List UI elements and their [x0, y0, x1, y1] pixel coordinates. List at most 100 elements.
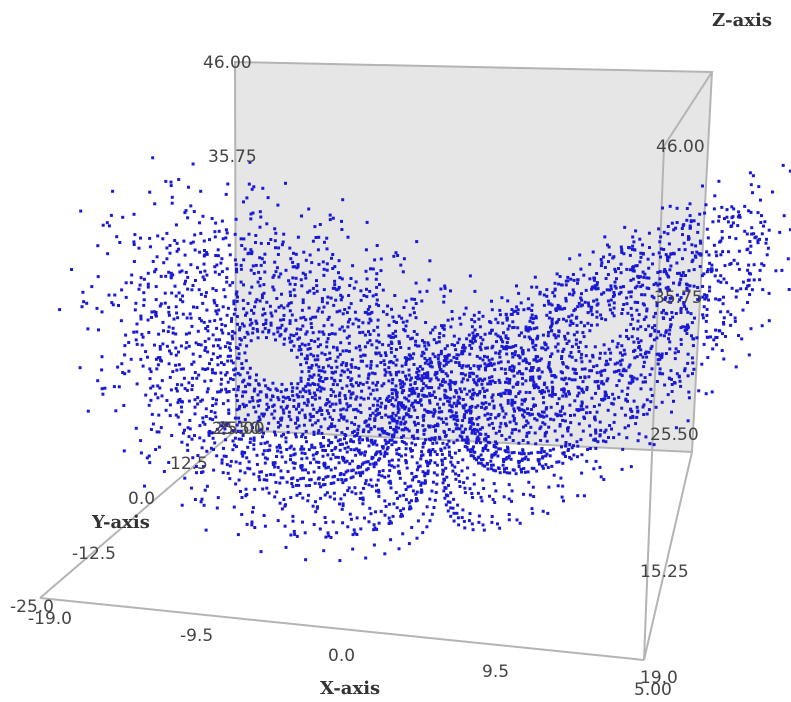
scatter-point: [423, 408, 427, 412]
z-tick-back-25: 25.50: [212, 419, 261, 439]
scatter-point: [190, 388, 194, 392]
scatter-point: [427, 437, 431, 441]
scatter-point: [410, 455, 414, 459]
scatter-point: [685, 207, 689, 210]
scatter-point: [307, 366, 311, 370]
scatter-point: [456, 461, 460, 464]
scatter-point: [251, 211, 255, 215]
scatter-point: [442, 359, 446, 363]
scatter-point: [416, 377, 420, 381]
scatter-point: [237, 356, 241, 360]
scatter-point: [411, 405, 415, 409]
scatter-point: [181, 431, 185, 435]
scatter-point: [476, 404, 480, 408]
scatter-point: [215, 326, 219, 330]
scatter-point: [301, 395, 305, 399]
scatter-point: [368, 312, 372, 316]
scatter-point: [106, 252, 110, 256]
scatter-point: [492, 468, 496, 472]
scatter-point: [236, 388, 240, 392]
scatter-point: [397, 453, 401, 457]
scatter-point: [692, 268, 696, 272]
scatter-point: [389, 415, 393, 419]
scatter-point: [671, 315, 675, 319]
scatter-point: [652, 315, 656, 319]
scatter-point: [531, 345, 535, 349]
scatter-point: [409, 376, 413, 380]
scatter-point: [696, 222, 700, 226]
scatter-point: [627, 365, 631, 369]
scatter-point: [444, 486, 448, 490]
scatter-point: [436, 423, 440, 427]
scatter-point: [475, 383, 479, 387]
scatter-point: [175, 368, 179, 372]
scatter-point: [437, 335, 441, 339]
scatter-point: [537, 368, 541, 371]
scatter-point: [591, 250, 595, 254]
scatter-point: [242, 324, 246, 328]
scatter-point: [577, 391, 581, 395]
scatter-point: [577, 386, 581, 390]
scatter-point: [705, 307, 709, 311]
scatter-point: [241, 390, 245, 394]
scatter-point: [245, 196, 249, 200]
scatter-point: [630, 380, 634, 384]
scatter-point: [365, 277, 369, 281]
scatter-point: [307, 377, 311, 381]
scatter-point: [438, 437, 442, 441]
scatter-point: [246, 445, 250, 449]
scatter-point: [276, 396, 280, 400]
scatter-point: [345, 384, 349, 388]
scatter-point: [260, 412, 264, 416]
scatter-point: [381, 469, 385, 473]
scatter-point: [321, 380, 325, 383]
scatter-point: [171, 273, 175, 277]
scatter-point: [406, 334, 410, 338]
scatter-point: [725, 281, 729, 285]
scatter-point: [687, 235, 690, 239]
scatter-point: [460, 424, 464, 428]
scatter-point: [411, 489, 415, 493]
scatter-point: [451, 506, 455, 510]
scatter-point: [715, 268, 718, 272]
scatter-point: [162, 470, 166, 473]
scatter-point: [79, 209, 83, 213]
scatter-point: [437, 386, 441, 390]
scatter-point: [563, 412, 567, 416]
scatter-point: [258, 256, 262, 260]
scatter-point: [443, 284, 447, 288]
scatter-point: [397, 340, 401, 344]
scatter-point: [708, 289, 711, 293]
scatter-point: [213, 230, 217, 234]
scatter-point: [328, 425, 332, 429]
scatter-point: [352, 440, 355, 444]
scatter-point: [330, 422, 334, 426]
scatter-point: [486, 440, 490, 444]
scatter-point: [696, 298, 700, 301]
scatter-point: [469, 425, 473, 429]
scatter-point: [285, 404, 289, 408]
scatter-point: [750, 288, 754, 292]
scatter-point: [373, 372, 377, 376]
scatter-point: [596, 384, 600, 388]
scatter-point: [437, 360, 441, 364]
scatter-point: [701, 316, 705, 320]
scatter-point: [300, 214, 303, 218]
scatter-point: [325, 377, 329, 380]
scatter-point: [379, 452, 383, 456]
scatter-point: [309, 317, 313, 321]
scatter-point: [469, 454, 473, 458]
scatter-point: [758, 237, 761, 241]
scatter-point: [686, 352, 690, 356]
scatter-point: [431, 393, 435, 397]
scatter-point: [715, 254, 719, 258]
scatter-point: [379, 354, 383, 358]
scatter-point: [492, 406, 496, 410]
scatter-point: [518, 460, 521, 463]
scatter-point: [532, 358, 536, 362]
scatter-point: [219, 261, 223, 265]
scatter-point: [359, 465, 362, 469]
scatter-point: [582, 335, 586, 339]
scatter-point: [443, 347, 447, 351]
scatter-point: [151, 156, 155, 160]
